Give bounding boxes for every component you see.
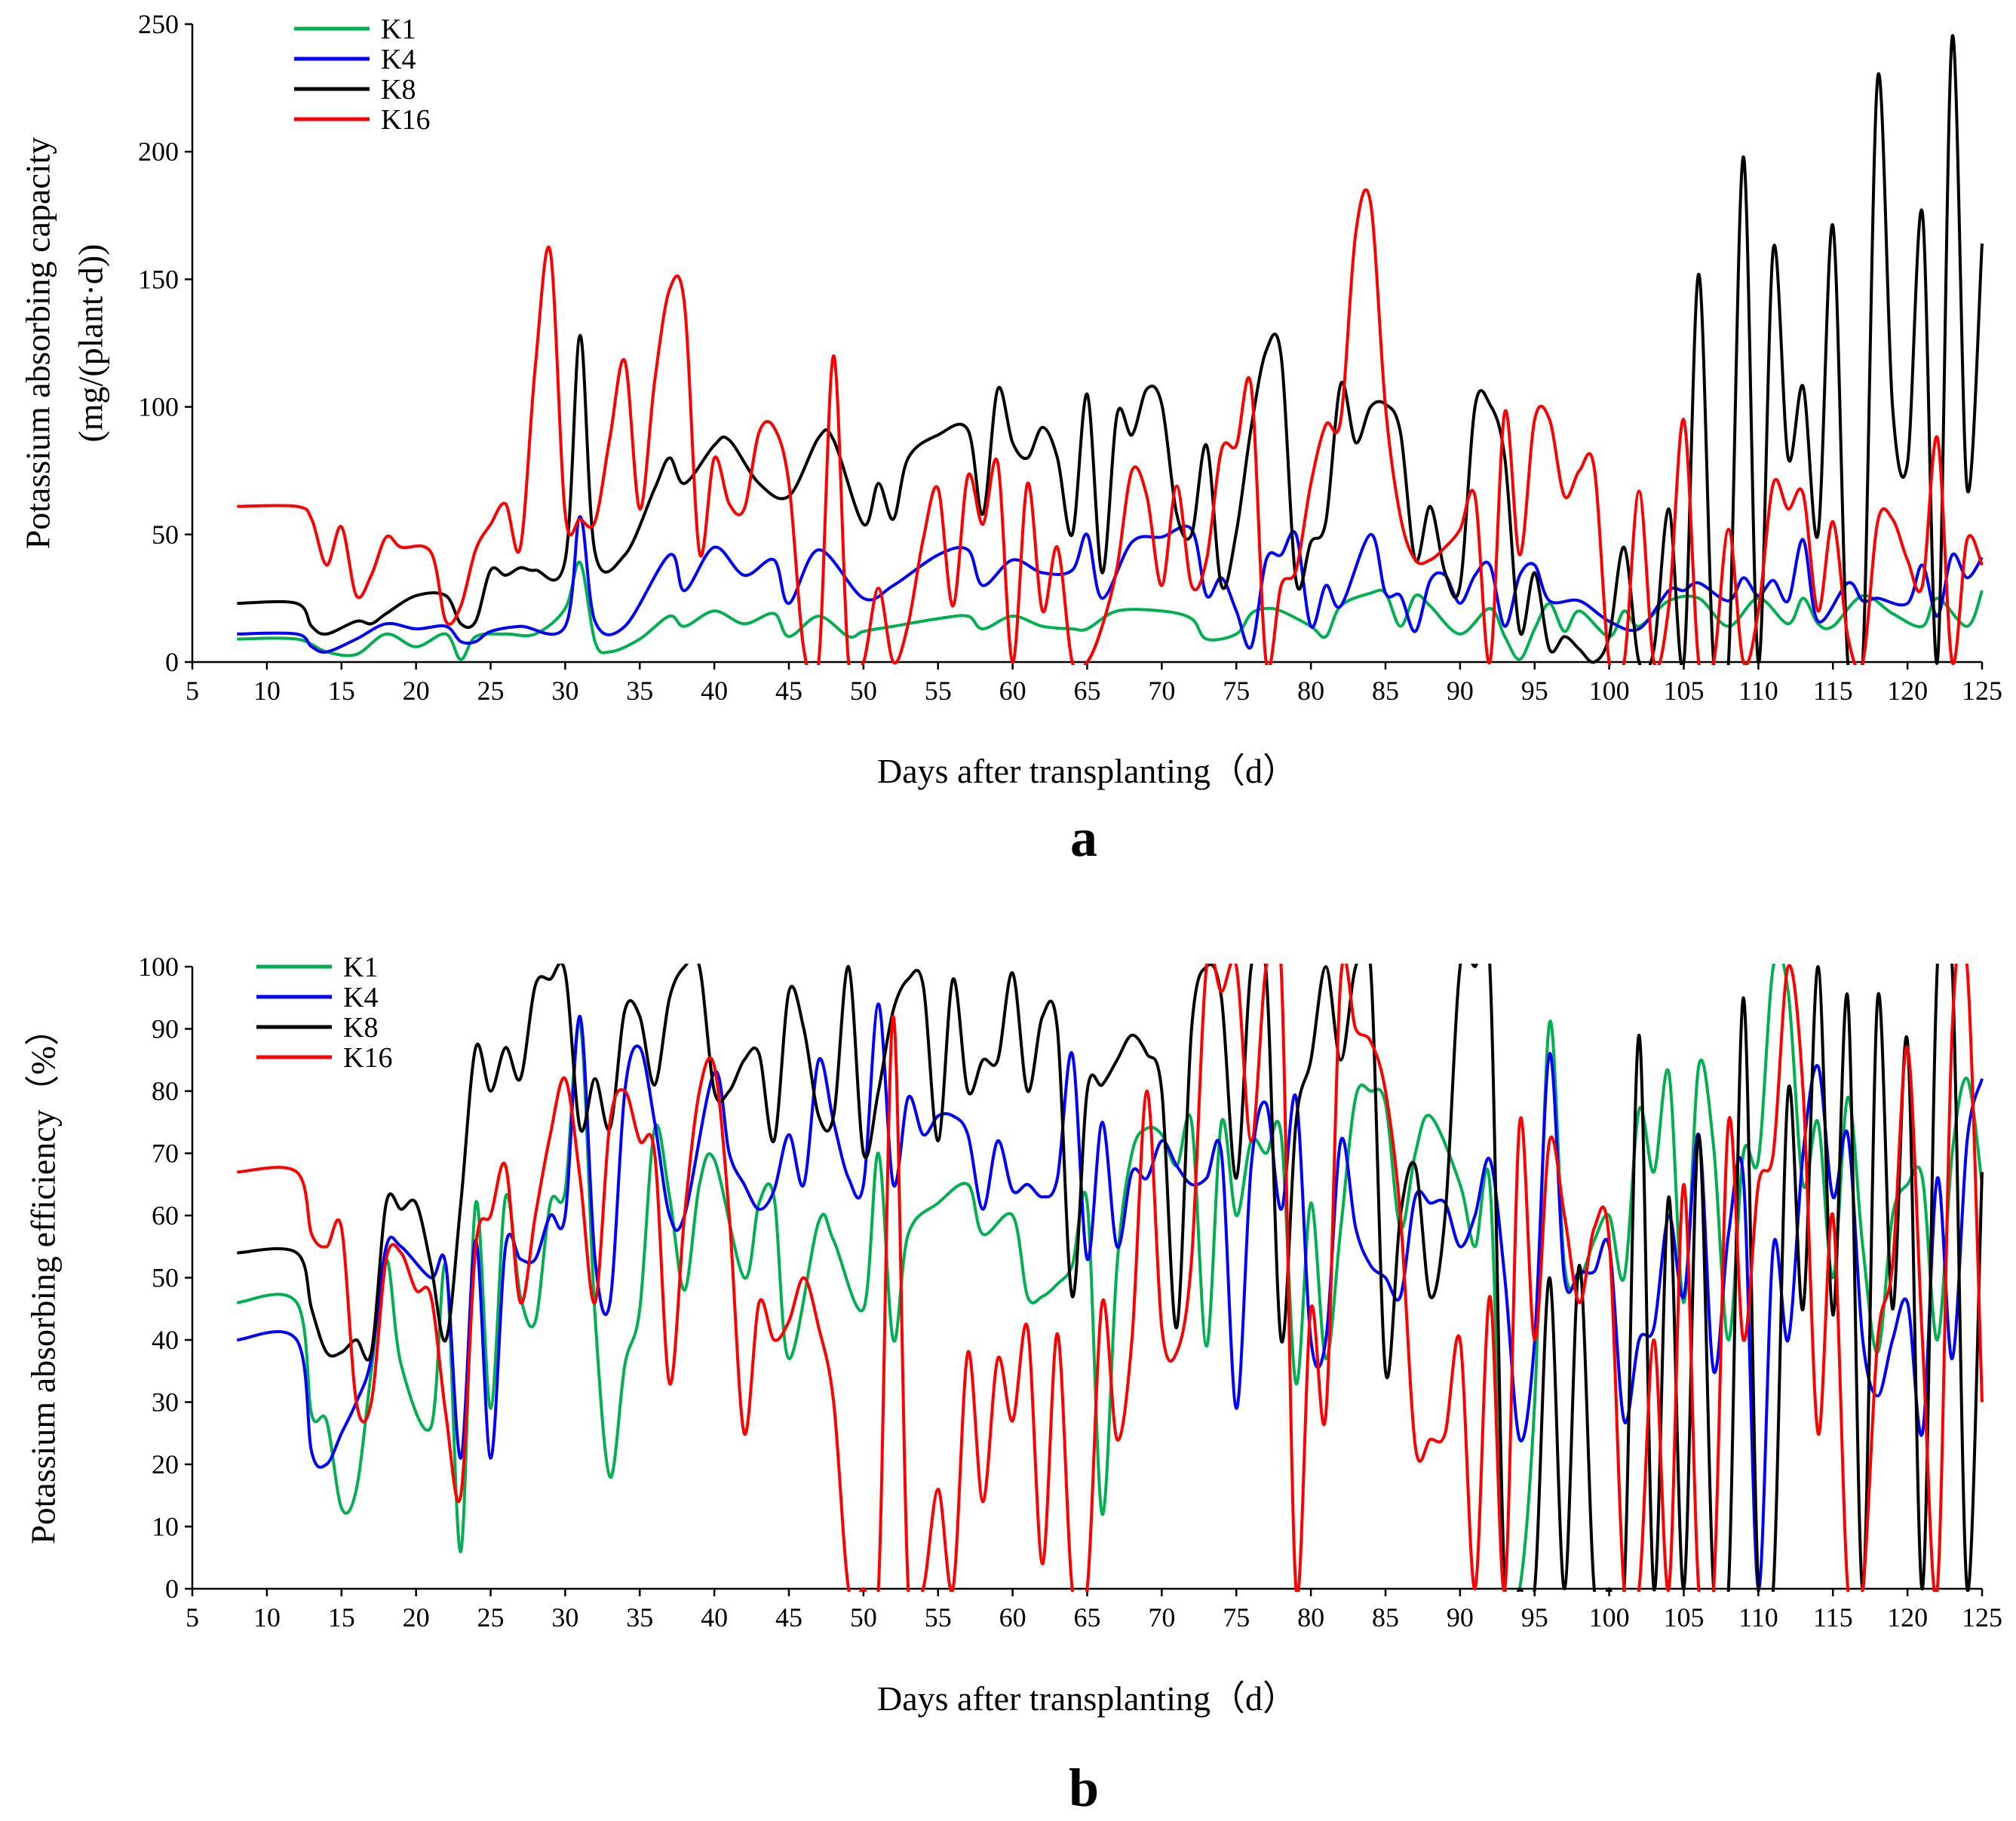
- chart-panel-a: 0 50 100 150 200 250 5 10 15 20 25 30 35 40 45 50 55 60 65…: [19, 9, 2002, 790]
- y-axis-title-a-1: (mg/(plant·d)): [72, 244, 110, 442]
- x-tick-label-b-21: 110: [1738, 1602, 1778, 1632]
- y-axis-title-a-0: Potassium absorbing capacity: [19, 137, 57, 550]
- x-tick-label-a-4: 25: [477, 676, 505, 706]
- x-tick-label-b-14: 75: [1223, 1602, 1250, 1632]
- x-tick-label-b-5: 30: [551, 1602, 578, 1632]
- x-tick-label-b-3: 20: [403, 1602, 430, 1632]
- y-tick-label-b-9: 90: [152, 1014, 179, 1044]
- x-tick-label-a-24: 125: [1962, 676, 2002, 706]
- x-tick-label-a-20: 105: [1664, 676, 1705, 706]
- x-tick-label-b-4: 25: [477, 1602, 505, 1632]
- x-tick-label-b-24: 125: [1962, 1602, 2002, 1632]
- x-tick-label-b-1: 10: [253, 1602, 281, 1632]
- x-tick-label-a-8: 45: [775, 676, 802, 706]
- x-tick-label-a-14: 75: [1223, 676, 1250, 706]
- x-tick-label-a-13: 70: [1148, 676, 1175, 706]
- x-tick-label-a-3: 20: [403, 676, 430, 706]
- y-tick-label-b-8: 80: [152, 1076, 179, 1106]
- legend-label-a-k4: K4: [381, 44, 416, 75]
- x-tick-label-b-12: 65: [1074, 1602, 1101, 1632]
- legend-label-b-k16: K16: [343, 1042, 392, 1074]
- x-tick-label-a-19: 100: [1589, 676, 1630, 706]
- y-tick-label-b-5: 50: [152, 1263, 179, 1293]
- x-tick-label-a-10: 55: [925, 676, 952, 706]
- series-line-b-k8: [237, 964, 1984, 1592]
- x-tick-label-a-23: 120: [1887, 676, 1928, 706]
- panel-label-a: a: [1070, 808, 1097, 868]
- x-tick-label-b-19: 100: [1589, 1602, 1630, 1632]
- series-line-b-k16: [237, 964, 1984, 1592]
- series-line-a-k1: [237, 560, 1984, 661]
- x-tick-label-b-9: 50: [850, 1602, 877, 1632]
- x-tick-label-a-16: 85: [1372, 676, 1399, 706]
- x-tick-label-b-8: 45: [775, 1602, 802, 1632]
- x-tick-label-b-18: 95: [1521, 1602, 1548, 1632]
- series-line-b-k1: [237, 964, 1984, 1592]
- legend-label-b-k4: K4: [343, 982, 378, 1013]
- legend-label-a-k16: K16: [381, 104, 430, 136]
- x-tick-label-a-5: 30: [551, 676, 578, 706]
- x-tick-label-a-6: 35: [626, 676, 653, 706]
- x-tick-label-b-23: 120: [1887, 1602, 1928, 1632]
- x-tick-label-b-6: 35: [626, 1602, 653, 1632]
- y-tick-label-a-4: 200: [138, 136, 179, 167]
- x-tick-label-b-22: 115: [1813, 1602, 1853, 1632]
- x-tick-label-b-7: 40: [701, 1602, 728, 1632]
- x-axis-title-b: Days after transplanting（d）: [877, 1679, 1297, 1718]
- panel-label-b: b: [1069, 1758, 1099, 1818]
- y-tick-label-b-4: 40: [152, 1325, 179, 1355]
- x-tick-label-a-21: 110: [1738, 676, 1778, 706]
- x-tick-label-a-11: 60: [999, 676, 1026, 706]
- x-tick-label-a-7: 40: [701, 676, 728, 706]
- y-tick-label-a-1: 50: [152, 520, 179, 550]
- x-tick-label-a-2: 15: [328, 676, 355, 706]
- x-tick-label-b-10: 55: [925, 1602, 952, 1632]
- x-tick-label-b-20: 105: [1664, 1602, 1705, 1632]
- y-tick-label-a-2: 100: [138, 392, 179, 422]
- x-tick-label-b-11: 60: [999, 1602, 1026, 1632]
- y-tick-label-a-0: 0: [165, 647, 179, 677]
- x-tick-label-b-15: 80: [1297, 1602, 1324, 1632]
- x-tick-label-a-22: 115: [1813, 676, 1853, 706]
- x-tick-label-a-15: 80: [1297, 676, 1324, 706]
- x-tick-label-a-1: 10: [253, 676, 281, 706]
- legend-label-a-k8: K8: [381, 74, 416, 106]
- x-tick-label-a-9: 50: [850, 676, 877, 706]
- y-tick-label-b-7: 70: [152, 1139, 179, 1169]
- y-tick-label-b-1: 10: [152, 1512, 179, 1542]
- x-tick-label-b-2: 15: [328, 1602, 355, 1632]
- y-tick-label-b-3: 30: [152, 1387, 179, 1418]
- y-axis-title-b-0: Potassium absorbing efficiency（%）: [24, 1011, 63, 1544]
- y-tick-label-b-0: 0: [165, 1574, 179, 1604]
- y-tick-label-a-5: 250: [138, 9, 179, 39]
- x-tick-label-a-18: 95: [1521, 676, 1548, 706]
- legend-label-b-k8: K8: [343, 1012, 378, 1044]
- x-axis-title-a: Days after transplanting（d）: [877, 752, 1297, 790]
- series-line-a-k16: [237, 188, 1984, 665]
- x-tick-label-b-13: 70: [1148, 1602, 1175, 1632]
- x-tick-label-a-17: 90: [1447, 676, 1474, 706]
- y-tick-label-a-3: 150: [138, 264, 179, 294]
- y-tick-label-b-2: 20: [152, 1449, 179, 1479]
- y-tick-label-b-10: 100: [138, 952, 179, 982]
- legend-label-a-k1: K1: [381, 14, 416, 45]
- x-tick-label-a-0: 5: [186, 676, 199, 706]
- x-tick-label-b-16: 85: [1372, 1602, 1399, 1632]
- y-tick-label-b-6: 60: [152, 1200, 179, 1231]
- x-tick-label-b-0: 5: [186, 1602, 199, 1632]
- x-tick-label-b-17: 90: [1447, 1602, 1474, 1632]
- legend-label-b-k1: K1: [343, 952, 378, 983]
- x-tick-label-a-12: 65: [1074, 676, 1101, 706]
- chart-panel-b: 0 10 20 30 40 50 60 70 80 90 100 5 10 15 20 25 30 35 40 45 5…: [24, 952, 2002, 1718]
